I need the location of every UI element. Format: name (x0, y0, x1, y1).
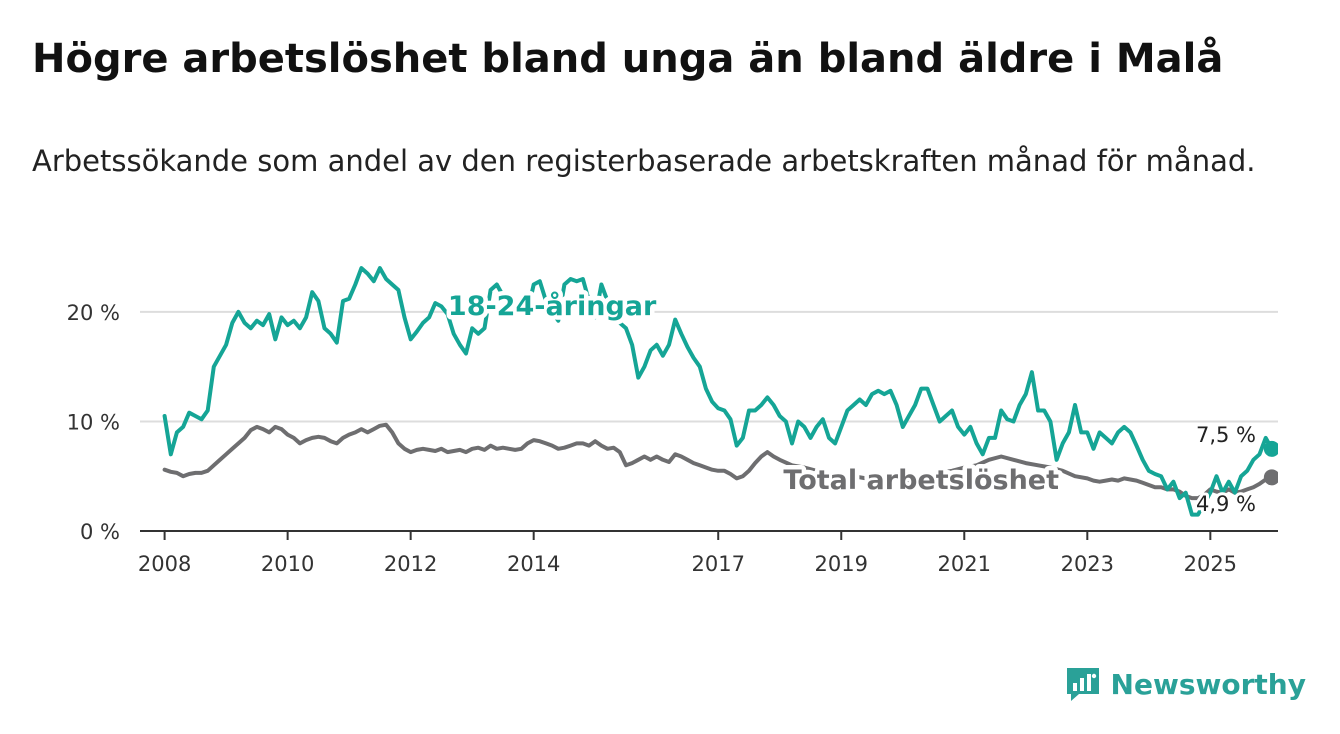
end-label-total: 4,9 % (1196, 492, 1256, 516)
end-label-youth-halo: 7,5 % (1196, 423, 1256, 447)
chart-subtitle: Arbetssökande som andel av den registerb… (32, 144, 1256, 178)
x-tick-label: 2023 (1061, 552, 1114, 576)
series-label-total-halo: Total arbetslöshet (783, 465, 1059, 496)
y-tick-label: 0 % (80, 520, 120, 544)
x-tick-label: 2010 (261, 552, 314, 576)
series-line-total (162, 422, 1274, 501)
endpoint-marker-total (1263, 469, 1278, 486)
x-tick-label: 2008 (138, 552, 191, 576)
y-axis-labels: 0 % 10 % 20 % (67, 301, 120, 544)
brand-name: Newsworthy (1110, 667, 1306, 701)
x-tick-label: 2025 (1184, 552, 1237, 576)
series-label-youth-halo: 18-24-åringar (448, 290, 657, 322)
series-line-youth (162, 266, 1274, 517)
end-label-total-halo: 4,9 % (1196, 492, 1256, 516)
x-tick-label: 2019 (815, 552, 868, 576)
x-tick-label: 2014 (507, 552, 560, 576)
series-label-total: Total arbetslöshet (783, 465, 1059, 496)
brand-logo: Newsworthy (1065, 666, 1306, 702)
endpoint-marker-youth (1263, 440, 1278, 457)
x-tick-label: 2012 (384, 552, 437, 576)
x-axis: 2008 2010 2012 2014 2017 2019 2021 2023 2025 (138, 530, 1278, 576)
series-label-youth: 18-24-åringar (448, 290, 657, 322)
x-tick-label: 2021 (938, 552, 991, 576)
grid-lines (140, 310, 1278, 423)
chart-title: Högre arbetslöshet bland unga än bland ä… (32, 36, 1224, 82)
y-tick-label: 20 % (67, 301, 120, 325)
series-lines (162, 266, 1278, 517)
x-tick-label: 2017 (692, 552, 745, 576)
newsworthy-logo-icon (1066, 668, 1099, 701)
y-tick-label: 10 % (67, 410, 120, 434)
end-label-youth: 7,5 % (1196, 423, 1256, 447)
